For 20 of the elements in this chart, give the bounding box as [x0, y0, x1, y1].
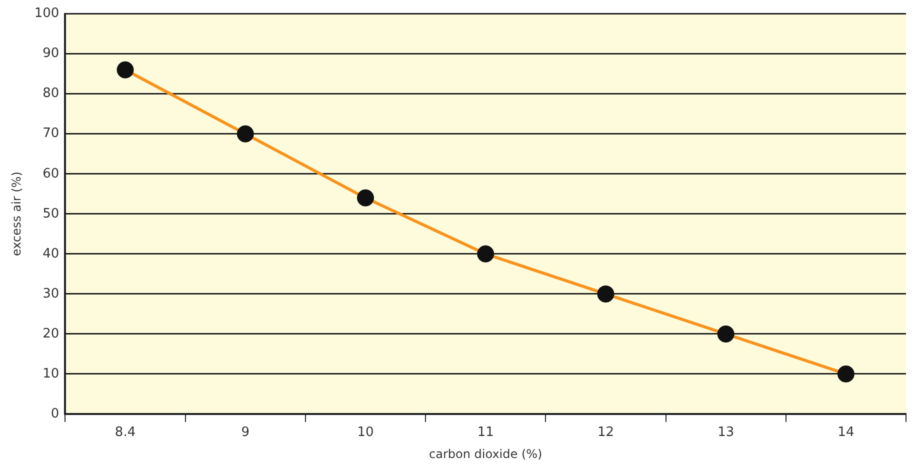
y-tick-label: 60	[42, 166, 60, 182]
y-tick-label: 10	[42, 366, 60, 382]
x-axis-title: carbon dioxide (%)	[429, 446, 542, 461]
y-tick-label: 50	[42, 206, 60, 222]
x-tick-label: 14	[838, 425, 854, 440]
y-tick-label: 40	[42, 246, 60, 262]
x-tick-label: 9	[241, 425, 250, 440]
y-axis-title: excess air (%)	[9, 172, 24, 256]
x-tick-label: 11	[477, 425, 494, 440]
y-tick-label: 20	[42, 326, 60, 342]
y-tick-label: 80	[42, 86, 60, 102]
x-tick-label: 13	[718, 425, 734, 440]
y-tick-label: 100	[34, 6, 60, 22]
y-tick-label: 90	[42, 46, 60, 62]
x-tick-label: 10	[357, 425, 374, 440]
x-tick-label: 12	[597, 425, 614, 440]
y-tick-label: 70	[42, 126, 60, 142]
y-tick-label: 0	[50, 406, 60, 422]
y-tick-label: 30	[42, 286, 60, 302]
x-tick-label: 8.4	[114, 425, 136, 440]
